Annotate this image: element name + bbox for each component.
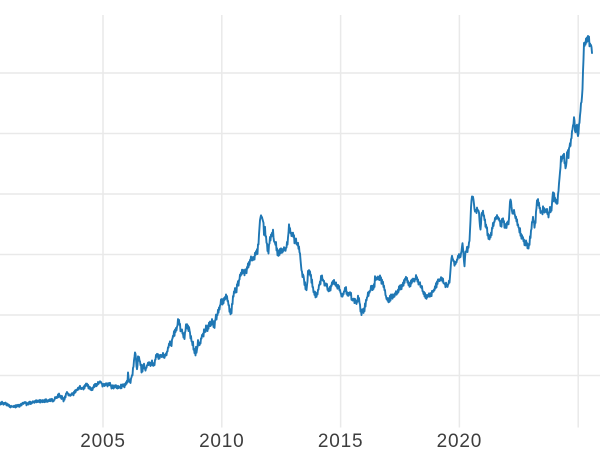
svg-text:2015: 2015 (318, 431, 363, 450)
svg-text:2010: 2010 (199, 431, 244, 450)
svg-text:2005: 2005 (80, 431, 125, 450)
svg-text:2020: 2020 (437, 431, 482, 450)
